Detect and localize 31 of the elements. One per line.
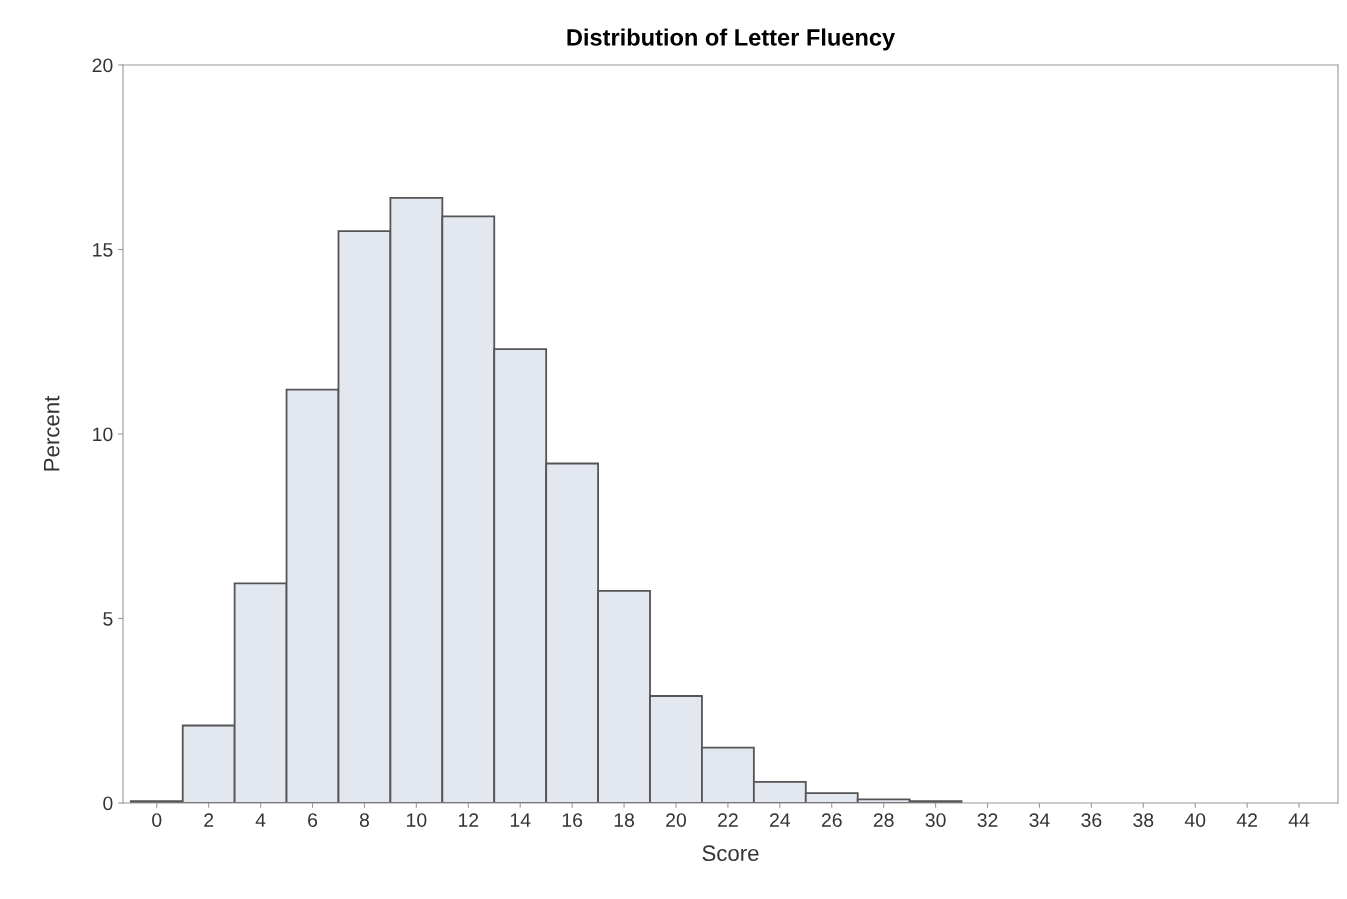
x-axis-title: Score: [702, 845, 759, 862]
x-tick-label: 40: [1184, 813, 1206, 827]
x-tick-label: 8: [359, 813, 369, 827]
y-tick-label: 20: [92, 58, 113, 73]
x-tick-label: 32: [977, 813, 998, 827]
y-tick-label: 10: [93, 427, 113, 442]
x-tick-label: 34: [1029, 813, 1050, 827]
x-tick-label: 36: [1081, 813, 1102, 827]
x-tick-label: 24: [769, 813, 791, 827]
x-tick-label: 20: [666, 813, 687, 827]
x-tick-label: 26: [821, 813, 842, 827]
x-tick-label: 6: [308, 813, 318, 827]
x-tick-label: 10: [407, 813, 427, 827]
x-tick-label: 2: [204, 813, 214, 827]
x-tick-label: 12: [458, 813, 479, 827]
x-tick-label: 42: [1236, 813, 1257, 827]
y-tick-label: 0: [103, 796, 113, 811]
x-tick-label: 18: [614, 813, 635, 827]
x-tick-label: 44: [1288, 813, 1310, 827]
y-axis-title: Percent: [43, 395, 60, 471]
x-tick-label: 16: [562, 813, 583, 827]
y-tick-label: 5: [103, 612, 113, 626]
chart-title: Distribution of Letter Fluency: [567, 28, 896, 51]
y-tick-label: 15: [93, 243, 113, 257]
x-tick-label: 38: [1133, 813, 1154, 827]
x-tick-label: 0: [152, 813, 162, 827]
x-tick-label: 22: [718, 813, 738, 827]
x-tick-label: 30: [925, 813, 946, 827]
x-tick-label: 28: [873, 813, 894, 827]
x-tick-label: 4: [255, 813, 266, 827]
x-tick-label: 14: [510, 813, 531, 827]
